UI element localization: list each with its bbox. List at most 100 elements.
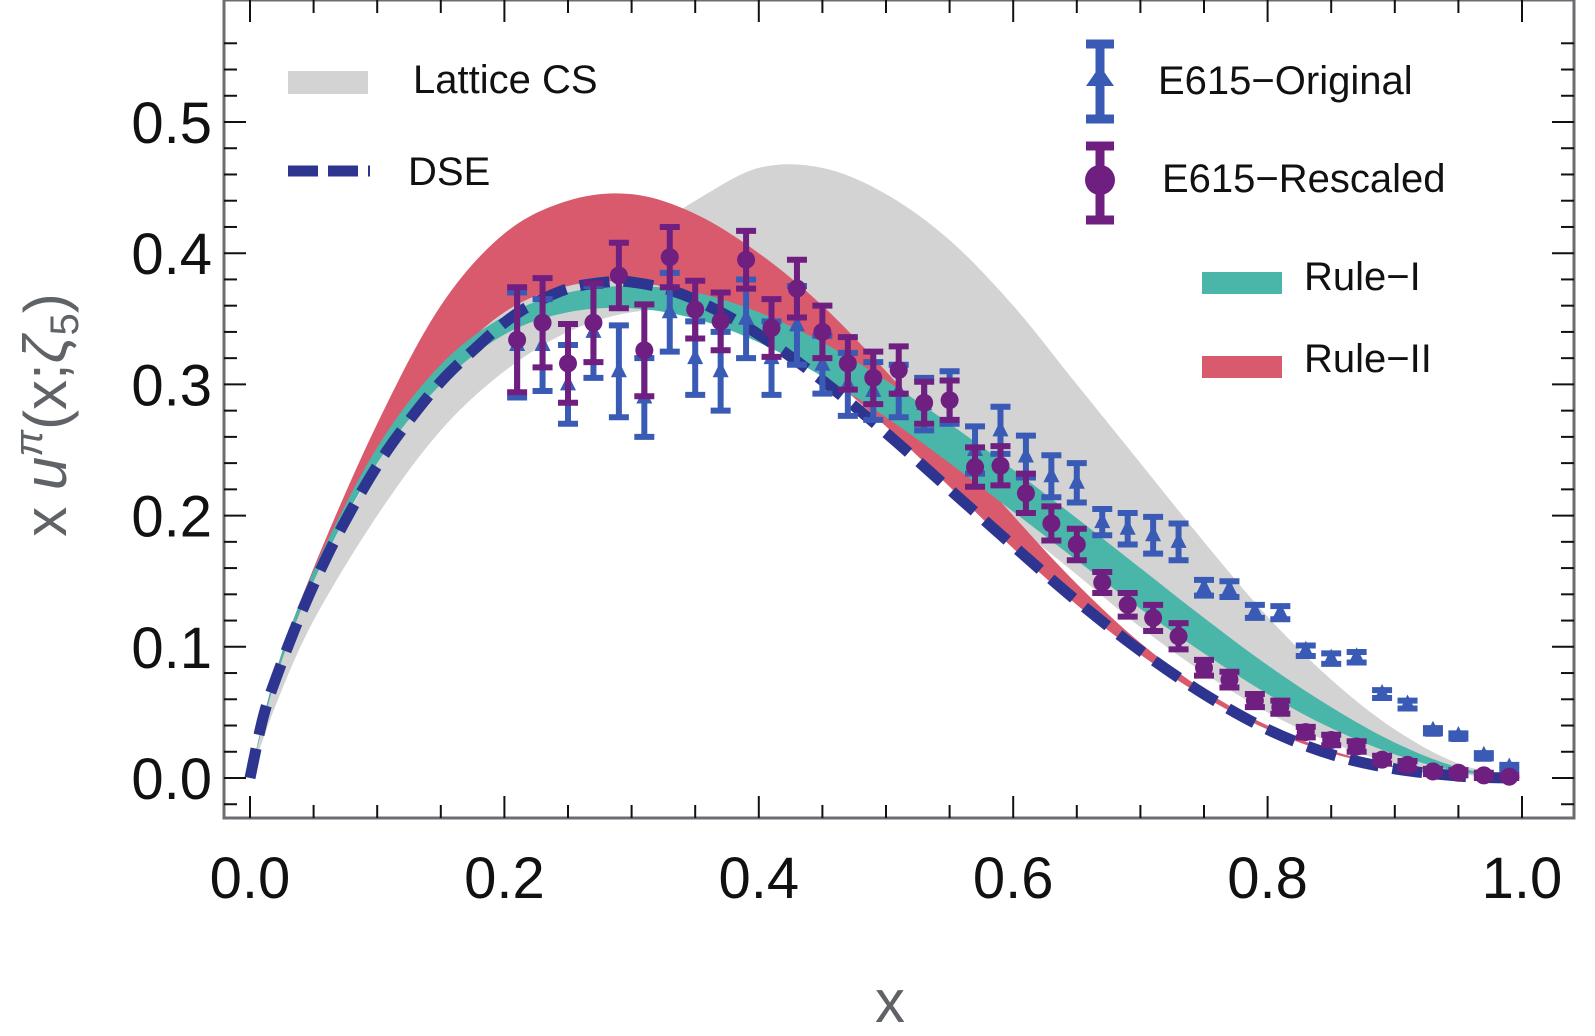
marker-triangle bbox=[992, 420, 1009, 437]
data-point-rescaled bbox=[659, 223, 680, 291]
legend-item-lattice bbox=[288, 71, 368, 94]
data-point-rescaled bbox=[1117, 590, 1138, 620]
y-tick-label: 0.0 bbox=[131, 747, 212, 812]
data-point-original bbox=[1397, 694, 1418, 712]
marker-triangle bbox=[1170, 531, 1187, 548]
marker-triangle bbox=[1272, 602, 1289, 619]
data-point-original bbox=[1041, 452, 1062, 501]
marker-triangle bbox=[1424, 720, 1441, 737]
marker-circle bbox=[711, 312, 730, 331]
data-point-rescaled bbox=[1499, 767, 1520, 786]
data-point-rescaled bbox=[710, 289, 731, 354]
y-tick-label: 0.3 bbox=[131, 353, 212, 418]
marker-circle bbox=[1093, 573, 1112, 592]
marker-circle bbox=[1449, 763, 1468, 782]
marker-circle bbox=[609, 266, 628, 285]
marker-triangle bbox=[1043, 466, 1060, 483]
legend-item-rescaled bbox=[1085, 141, 1115, 225]
marker-triangle bbox=[1246, 601, 1263, 618]
legend-swatch-lattice bbox=[288, 71, 368, 94]
marker-triangle bbox=[1196, 577, 1212, 594]
marker-circle bbox=[686, 300, 705, 319]
marker-circle bbox=[1169, 627, 1188, 646]
data-point-rescaled bbox=[1448, 763, 1469, 782]
data-point-rescaled bbox=[837, 334, 858, 393]
data-point-rescaled bbox=[507, 284, 528, 396]
data-point-rescaled bbox=[1219, 668, 1240, 691]
data-point-rescaled bbox=[1321, 730, 1342, 749]
legend-marker-circle bbox=[1085, 165, 1115, 195]
marker-circle bbox=[1220, 670, 1239, 689]
marker-triangle bbox=[1399, 694, 1416, 711]
marker-triangle bbox=[1475, 745, 1492, 762]
data-point-original bbox=[1219, 578, 1240, 600]
legend-item-rule1 bbox=[1202, 272, 1282, 294]
legend-item-rule2 bbox=[1202, 356, 1282, 378]
data-point-rescaled bbox=[1372, 750, 1393, 769]
axes-layer: 0.0 0.2 0.4 0.6 0.8 1.0 0.0 0.1 0.2 0.3 0.4 0.5 bbox=[131, 0, 1576, 911]
data-point-rescaled bbox=[1270, 697, 1291, 717]
marker-circle bbox=[1322, 730, 1341, 749]
marker-circle bbox=[966, 458, 985, 477]
data-point-rescaled bbox=[965, 444, 986, 490]
data-point-rescaled bbox=[1143, 601, 1164, 635]
marker-triangle bbox=[1450, 726, 1467, 743]
marker-circle bbox=[508, 330, 527, 349]
marker-circle bbox=[915, 393, 934, 412]
marker-triangle bbox=[788, 315, 805, 332]
data-point-original bbox=[608, 322, 629, 421]
legend-label-rule2: Rule−II bbox=[1304, 337, 1432, 381]
data-point-rescaled bbox=[1066, 525, 1087, 564]
marker-circle bbox=[660, 248, 679, 267]
marker-circle bbox=[864, 368, 883, 387]
marker-triangle bbox=[1068, 472, 1085, 489]
data-point-original bbox=[1194, 576, 1214, 599]
marker-triangle bbox=[1374, 684, 1391, 701]
data-point-rescaled bbox=[1397, 755, 1418, 774]
line-dse bbox=[244, 275, 1523, 784]
lines-layer bbox=[244, 275, 1523, 784]
marker-circle bbox=[991, 456, 1010, 475]
data-point-rescaled bbox=[1015, 470, 1036, 516]
marker-circle bbox=[1118, 595, 1137, 614]
marker-circle bbox=[1347, 737, 1366, 756]
y-axis-title-zeta: ζ bbox=[12, 332, 79, 363]
marker-circle bbox=[635, 341, 654, 360]
data-point-original bbox=[1092, 506, 1113, 539]
y-tick-label: 0.2 bbox=[131, 485, 212, 550]
x-tick-label: 0.4 bbox=[718, 846, 799, 911]
data-point-rescaled bbox=[990, 443, 1011, 489]
legend-label-rule1: Rule−I bbox=[1304, 255, 1421, 299]
marker-circle bbox=[838, 354, 857, 373]
marker-circle bbox=[787, 279, 806, 298]
x-tick-label: 0.8 bbox=[1227, 846, 1308, 911]
data-point-rescaled bbox=[1041, 503, 1062, 544]
marker-circle bbox=[1271, 698, 1290, 717]
marker-circle bbox=[1042, 514, 1061, 533]
marker-circle bbox=[762, 318, 781, 337]
y-axis-title-close: ) bbox=[12, 293, 79, 313]
data-point-original bbox=[1244, 601, 1265, 621]
data-point-original bbox=[1473, 745, 1494, 762]
data-point-rescaled bbox=[863, 348, 884, 408]
legend: Lattice CS DSE E615−Original E615−Rescaled R… bbox=[288, 39, 1446, 381]
data-point-original bbox=[1168, 520, 1189, 564]
legend-swatch-rule2 bbox=[1202, 356, 1282, 378]
marker-circle bbox=[1500, 767, 1519, 786]
data-point-rescaled bbox=[736, 227, 757, 292]
x-tick-label: 0.0 bbox=[210, 846, 291, 911]
y-axis-title: x uπ(x;ζ5) bbox=[7, 293, 87, 537]
marker-triangle bbox=[712, 361, 729, 378]
y-tick-label: 0.4 bbox=[131, 222, 212, 287]
data-point-rescaled bbox=[888, 343, 909, 397]
band-rule1 bbox=[250, 286, 1522, 778]
x-tick-label: 1.0 bbox=[1482, 846, 1563, 911]
x-tick-label: 0.6 bbox=[973, 846, 1054, 911]
data-point-rescaled bbox=[1092, 569, 1113, 597]
marker-triangle bbox=[1094, 512, 1111, 529]
y-tick-label: 0.5 bbox=[131, 91, 212, 156]
y-axis-title-prefix: x bbox=[12, 490, 79, 537]
data-point-original bbox=[1143, 513, 1164, 557]
data-point-rescaled bbox=[786, 256, 807, 321]
legend-item-original bbox=[1086, 39, 1114, 124]
